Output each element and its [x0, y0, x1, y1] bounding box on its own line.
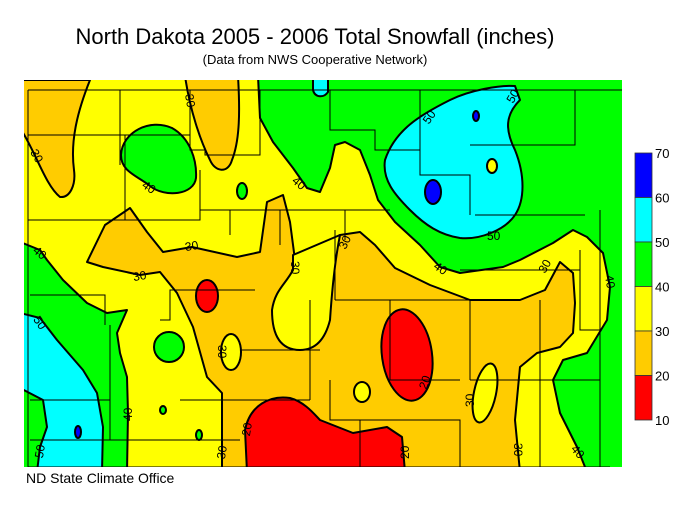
contour-label: 30	[132, 268, 148, 284]
band-40-50-spot	[153, 331, 185, 363]
color-legend: 70 60 50 40 30 20 10	[634, 146, 669, 428]
contour-label: 50	[487, 229, 501, 243]
contour-label: 30	[288, 261, 302, 275]
band-60-70-spot	[424, 179, 442, 205]
contour-label: 30	[214, 444, 230, 460]
contour-label: 30	[336, 233, 354, 251]
contour-label: 50	[503, 87, 522, 106]
contour-label: 30	[535, 257, 554, 276]
legend-label: 20	[655, 369, 669, 384]
contour-label: 20	[398, 445, 412, 459]
contour-label: 40	[602, 274, 618, 290]
legend-label: 40	[655, 280, 669, 295]
band-20-30-central	[86, 194, 576, 467]
band-40-50-spot	[159, 405, 167, 415]
band-30-40-spot	[486, 158, 498, 174]
contour-label: 30	[182, 93, 198, 109]
band-40-50-spot	[195, 429, 203, 441]
band-20-30-north	[184, 80, 241, 171]
legend-swatch-10-20	[634, 375, 653, 421]
band-30-40-spot	[471, 362, 499, 424]
contour-label: 30	[184, 238, 200, 254]
legend-swatch-30-40	[634, 286, 653, 332]
band-60-70-spot	[472, 110, 480, 122]
legend-swatch-40-50	[634, 241, 653, 287]
legend-swatch-60-70	[634, 152, 653, 198]
contour-label: 30	[511, 443, 525, 457]
band-30-40-spot	[220, 333, 242, 371]
map-subtitle: (Data from NWS Cooperative Network)	[202, 52, 428, 67]
contour-label: 40	[121, 407, 135, 421]
contour-label: 20	[416, 373, 434, 391]
band-10-20-central	[380, 308, 434, 402]
band-40-50-northwest	[120, 123, 198, 195]
legend-label: 60	[655, 191, 669, 206]
contour-fill	[24, 80, 622, 467]
band-30-40-spot	[353, 381, 371, 403]
credit-text: ND State Climate Office	[26, 470, 175, 486]
contour-label: 50	[32, 443, 48, 459]
band-60-70-spot	[74, 425, 82, 439]
legend-label: 10	[655, 413, 669, 428]
legend-label: 30	[655, 324, 669, 339]
band-10-20-south	[244, 396, 406, 467]
contour-label: 30	[463, 393, 477, 407]
contour-labels: 30 40 30 40 30 40 50 50 50 30 40 40 30 3…	[27, 87, 618, 462]
band-40-50-east	[257, 80, 622, 467]
legend-swatch-50-60	[634, 197, 653, 243]
band-50-60-north-spot	[312, 80, 329, 98]
legend-label: 70	[655, 146, 669, 161]
contour-label: 30	[27, 147, 46, 166]
map-title: North Dakota 2005 - 2006 Total Snowfall …	[75, 24, 555, 49]
contour-label: 30	[215, 345, 229, 359]
legend-label: 50	[655, 235, 669, 250]
band-40-50-spot	[236, 182, 248, 200]
contour-label: 20	[239, 421, 255, 437]
band-10-20-west	[195, 279, 219, 313]
county-boundaries	[27, 89, 622, 467]
legend-swatch-20-30	[634, 330, 653, 376]
band-20-30-northwest	[24, 80, 91, 199]
band-50-60-northeast	[383, 84, 524, 240]
